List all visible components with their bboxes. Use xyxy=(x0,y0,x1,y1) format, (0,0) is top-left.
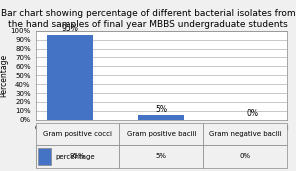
Bar xyxy=(139,115,184,120)
Bar xyxy=(47,35,93,120)
Text: 5%: 5% xyxy=(155,105,167,114)
Text: percentage: percentage xyxy=(56,154,95,160)
Bar xyxy=(38,148,51,165)
Text: Bar chart showing percentage of different bacterial isolates from
the hand sampl: Bar chart showing percentage of differen… xyxy=(1,9,295,29)
Text: 95%: 95% xyxy=(61,24,78,33)
Text: 0%: 0% xyxy=(247,109,259,118)
Y-axis label: Percentage: Percentage xyxy=(0,54,8,97)
